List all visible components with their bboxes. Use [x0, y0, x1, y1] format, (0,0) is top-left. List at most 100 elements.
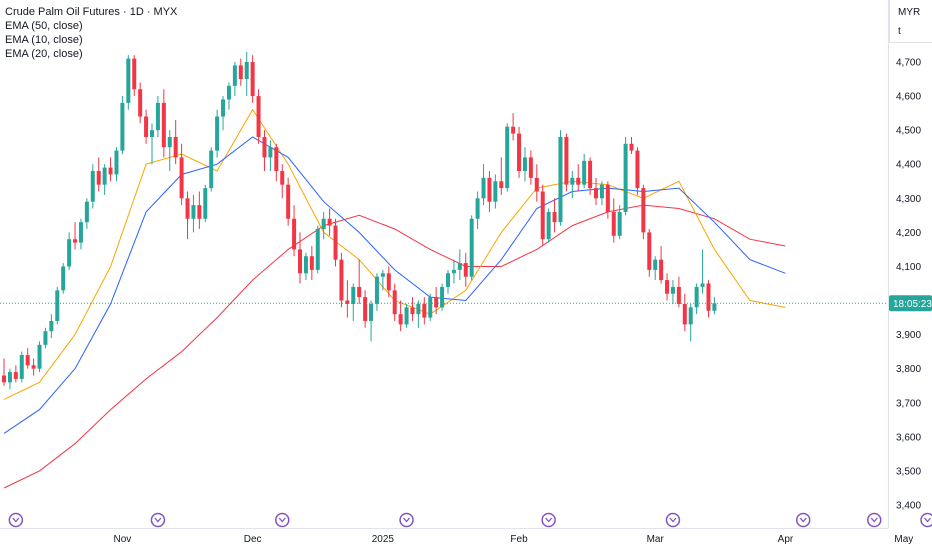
- candle: [327, 208, 332, 236]
- candle: [641, 184, 646, 240]
- candle: [126, 55, 131, 110]
- time-axis[interactable]: Nov Dec 2025 Feb Mar Apr May: [0, 528, 913, 546]
- candle: [398, 300, 403, 332]
- candle-body: [422, 303, 427, 318]
- event-circle: [8, 512, 24, 528]
- indicator-ema50[interactable]: EMA (50, close): [5, 20, 83, 32]
- candle-body: [629, 143, 634, 151]
- event-chevron: [154, 517, 162, 523]
- candle-body: [457, 263, 462, 270]
- candle-body: [138, 89, 143, 117]
- unit-label[interactable]: t: [898, 26, 901, 37]
- candle: [647, 228, 652, 277]
- price-tick-label: 3,500: [896, 466, 921, 477]
- candle: [564, 133, 569, 192]
- indicator-ema10[interactable]: EMA (10, close): [5, 34, 83, 46]
- candle: [422, 297, 427, 325]
- candle: [61, 263, 66, 294]
- candle-body: [96, 171, 101, 185]
- candle: [321, 211, 326, 240]
- event-circle: [795, 512, 811, 528]
- candle-body: [357, 286, 362, 298]
- candle: [682, 293, 687, 332]
- candle-body: [244, 62, 249, 80]
- candle-body: [144, 116, 149, 137]
- ema50-line: [3, 204, 786, 489]
- symbol-title[interactable]: Crude Palm Oil Futures · 1D · MYX: [5, 6, 178, 18]
- candle-body: [611, 211, 616, 236]
- candle: [179, 143, 184, 206]
- candle-body: [126, 58, 131, 103]
- time-tick-label: Feb: [510, 534, 528, 545]
- candle: [558, 130, 563, 226]
- candle-body: [102, 167, 107, 185]
- candle-body: [428, 297, 433, 318]
- indicator-ema20[interactable]: EMA (20, close): [5, 48, 83, 60]
- time-tick-label: Dec: [244, 534, 262, 545]
- candle: [173, 119, 178, 165]
- candle-body: [534, 177, 539, 192]
- candle: [599, 181, 604, 206]
- candle-body: [570, 177, 575, 185]
- candle-body: [499, 181, 504, 189]
- candle-body: [226, 85, 231, 100]
- candle: [706, 280, 711, 318]
- candle: [144, 109, 149, 144]
- candle-body: [676, 286, 681, 304]
- candle: [511, 113, 516, 141]
- ema20-line: [3, 136, 786, 434]
- candle: [700, 249, 705, 294]
- candle: [49, 314, 54, 339]
- candle: [605, 181, 610, 219]
- candle: [203, 184, 208, 223]
- candle-body: [84, 201, 89, 223]
- price-axis[interactable]: 3,4003,5003,6003,7003,8003,9004,0004,100…: [888, 0, 922, 528]
- candles: [2, 51, 717, 390]
- candle: [209, 147, 214, 192]
- candle: [505, 123, 510, 192]
- candle: [694, 283, 699, 315]
- candle: [611, 198, 616, 243]
- candle: [416, 300, 421, 328]
- candle-body: [268, 147, 273, 158]
- candle: [434, 286, 439, 315]
- candle-body: [363, 297, 368, 321]
- candle: [528, 150, 533, 185]
- candle-body: [481, 177, 486, 199]
- event-chevron: [799, 517, 807, 523]
- event-chevron: [924, 517, 932, 523]
- candle: [623, 136, 628, 216]
- candle-body: [599, 184, 604, 199]
- candle-body: [635, 150, 640, 189]
- candle: [13, 365, 18, 383]
- event-chevron: [12, 517, 20, 523]
- currency-label[interactable]: MYR: [898, 7, 921, 18]
- candle: [588, 157, 593, 195]
- last-price-label: 18:05:23: [889, 295, 932, 312]
- candle-body: [49, 320, 54, 332]
- candle: [522, 147, 527, 182]
- price-scale-header[interactable]: MYR t: [889, 0, 932, 43]
- candle-body: [528, 157, 533, 178]
- candle: [653, 256, 658, 281]
- candle-body: [238, 65, 243, 80]
- candle: [37, 341, 42, 373]
- candle: [570, 171, 575, 199]
- candle-body: [451, 269, 456, 274]
- price-tick-label: 4,500: [896, 126, 921, 137]
- candle-body: [576, 177, 581, 185]
- candle: [374, 273, 379, 311]
- last-price-badge: [889, 295, 932, 312]
- candle: [197, 191, 202, 229]
- candle-body: [440, 286, 445, 308]
- candle: [546, 208, 551, 243]
- candle-body: [90, 171, 95, 202]
- candle: [552, 198, 557, 233]
- candle: [339, 252, 344, 308]
- event-chevron: [278, 517, 286, 523]
- price-tick-label: 4,600: [896, 92, 921, 103]
- candle-body: [303, 256, 308, 274]
- event-chevron: [403, 517, 411, 523]
- price-tick-label: 3,400: [896, 501, 921, 512]
